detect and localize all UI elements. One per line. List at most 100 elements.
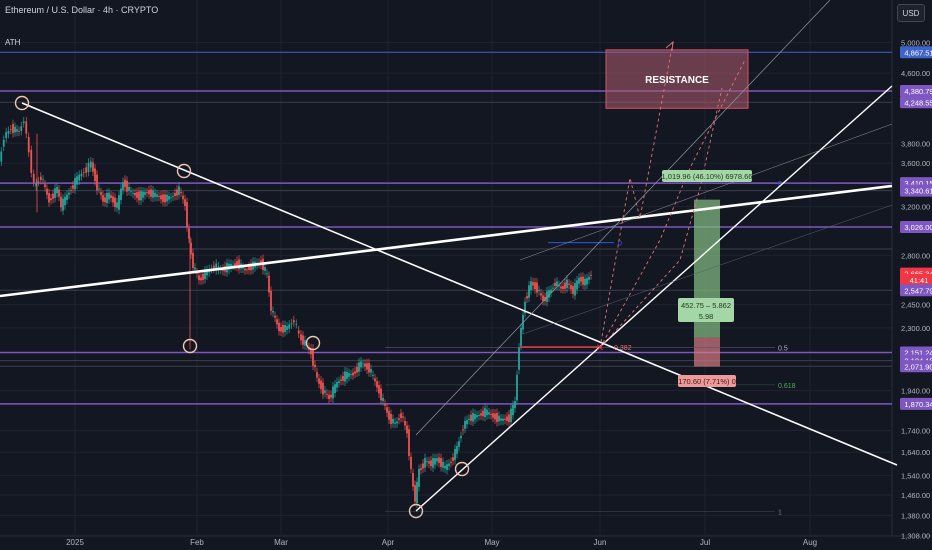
candle-body <box>46 188 48 195</box>
candle-body <box>78 174 81 181</box>
price-axis-tag <box>900 85 932 98</box>
candle-body <box>282 325 284 333</box>
candle-body <box>154 192 156 197</box>
channel-line <box>519 204 893 336</box>
candle-body <box>140 191 142 201</box>
candle-body <box>404 420 406 426</box>
candle-body <box>114 197 116 207</box>
candle-body <box>518 347 520 370</box>
candle-body <box>582 276 584 285</box>
descending-trendline <box>21 102 898 466</box>
candle-body <box>400 413 402 419</box>
candle-body <box>98 188 100 190</box>
candle-body <box>406 425 408 434</box>
candle-body <box>390 413 392 425</box>
ratio-label-line: 452.75 – 5.862 <box>681 301 731 310</box>
candle-body <box>35 183 38 187</box>
stop-measure-label-bg <box>678 375 736 387</box>
y-tick-label: 3,200.00 <box>901 202 930 211</box>
y-tick-label: 1,540.00 <box>901 471 930 480</box>
candle-body <box>484 407 486 418</box>
candle-body <box>530 281 532 291</box>
price-axis-tag-label: 2,547.79 <box>904 286 932 295</box>
candle-body <box>386 407 388 413</box>
candle-body <box>200 277 202 281</box>
stop-measure-label: 170.60 (7.71%) 0 <box>678 377 736 386</box>
candle-body <box>398 418 400 420</box>
price-axis-tag <box>900 273 932 286</box>
candle-body <box>342 376 344 381</box>
candle-body <box>54 188 56 198</box>
candle-body <box>5 132 8 139</box>
candle-body <box>514 401 516 409</box>
candle-body <box>568 283 570 285</box>
candle-body <box>52 193 54 199</box>
candle-body <box>134 192 136 196</box>
candle-body <box>366 363 368 370</box>
candle-body <box>202 273 204 280</box>
candle-body <box>562 286 564 290</box>
candle-body <box>588 276 590 280</box>
candle-body <box>64 196 66 206</box>
candle-body <box>32 173 35 183</box>
candle-body <box>250 263 252 271</box>
candle-body <box>462 429 464 431</box>
candle-body <box>358 362 360 372</box>
fib-level-label: 1 <box>778 510 782 517</box>
candle-body <box>388 411 390 420</box>
price-axis-tag-label: 2,071.90 <box>904 362 932 371</box>
candle-body <box>72 185 74 189</box>
candle-body <box>178 186 180 195</box>
candle-body <box>360 361 362 368</box>
price-axis-tag <box>900 184 932 197</box>
y-tick-label: 2,800.00 <box>901 252 930 261</box>
candle-body <box>232 264 234 266</box>
candle-body <box>292 320 295 323</box>
price-axis-tag-label: 1,870.34 <box>904 400 932 409</box>
candle-body <box>350 374 352 376</box>
price-axis-tag <box>900 96 932 109</box>
candle-body <box>142 191 144 198</box>
candle-body <box>330 394 332 398</box>
channel-line <box>519 123 893 261</box>
candle-body <box>416 482 418 504</box>
price-axis-tag <box>900 46 932 59</box>
candle-body <box>170 197 172 199</box>
candle-body <box>30 149 33 174</box>
candle-body <box>504 418 506 420</box>
candle-body <box>454 449 456 461</box>
candle-body <box>458 441 460 447</box>
candle-body <box>74 178 76 190</box>
x-tick-label: May <box>484 538 499 547</box>
candle-body <box>354 371 356 374</box>
candle-body <box>268 275 270 293</box>
candle-body <box>18 130 20 132</box>
candle-body <box>66 194 68 200</box>
price-axis-tag-label: 3,026.00 <box>904 223 932 232</box>
candle-body <box>552 287 554 289</box>
candle-body <box>174 193 176 196</box>
candle-body <box>328 394 330 399</box>
candle-body <box>16 129 18 132</box>
candle-body <box>538 289 540 291</box>
candle-body <box>440 458 442 467</box>
candle-body <box>478 414 480 416</box>
candle-body <box>295 323 298 325</box>
fib-level-label: 0 <box>618 241 622 248</box>
candle-body <box>516 374 518 401</box>
candle-body <box>452 457 454 461</box>
candle-body <box>460 435 462 439</box>
candle-body <box>464 421 466 429</box>
candle-body <box>58 189 60 197</box>
candle-body <box>324 390 326 393</box>
candle-body <box>85 167 88 173</box>
candle-body <box>108 192 110 200</box>
candle-body <box>574 283 576 296</box>
candle-body <box>120 188 122 200</box>
candle-body <box>418 468 420 487</box>
candle-body <box>352 372 354 376</box>
candle-body <box>362 363 364 365</box>
candle-body <box>168 196 170 200</box>
currency-button[interactable]: USD <box>897 4 925 22</box>
